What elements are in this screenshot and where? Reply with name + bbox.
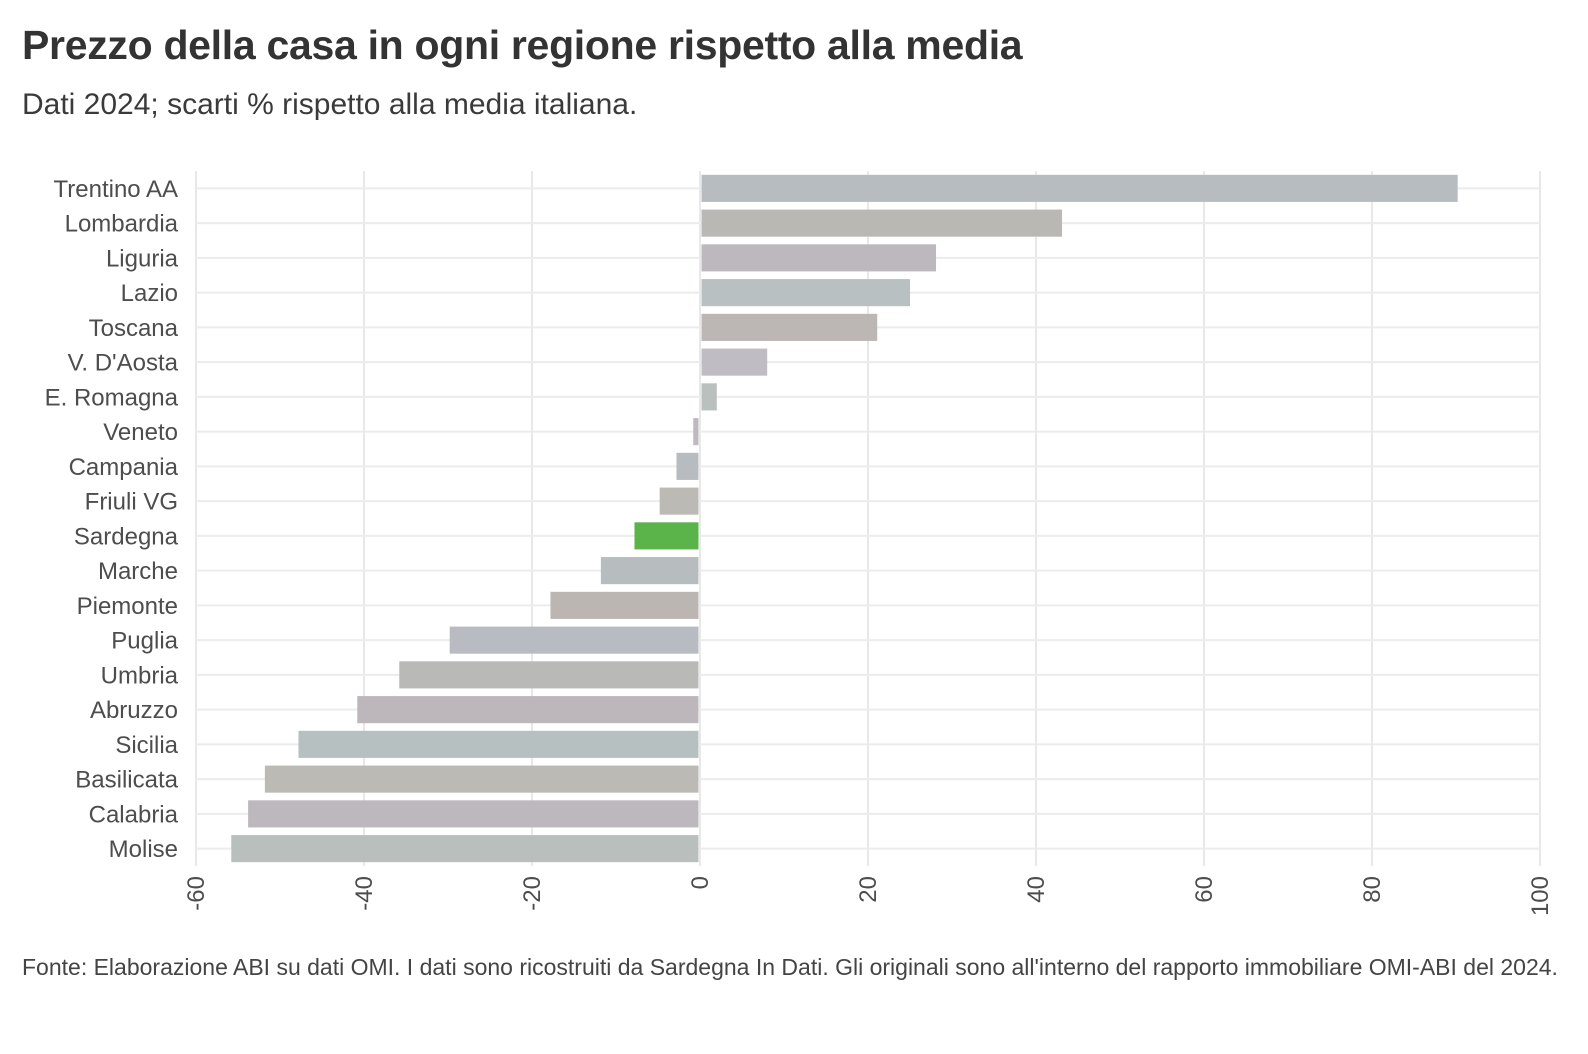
chart-title: Prezzo della casa in ogni regione rispet… [22,22,1023,68]
chart-subtitle: Dati 2024; scarti % rispetto alla media … [22,88,638,121]
category-label: Calabria [89,801,179,828]
category-label: Friuli VG [85,489,178,516]
category-label: Sardegna [74,523,179,550]
source-caption: Fonte: Elaborazione ABI su dati OMI. I d… [22,954,1558,980]
category-label: Molise [109,836,178,863]
x-tick-label: 80 [1359,876,1386,903]
bar-abruzzo [357,696,699,724]
bar-chart: Trentino AA Lombardia Liguria Lazio Toscana V… [45,171,1554,916]
bar-layer [231,174,1458,863]
x-tick-label: -20 [519,876,546,911]
category-label: V. D'Aosta [68,350,179,377]
bar-lazio [701,279,910,307]
bar-calabria [248,800,699,828]
x-tick-label: 0 [687,876,714,889]
category-label: Basilicata [75,767,178,794]
bar-sicilia [298,730,699,758]
category-label: Veneto [103,419,178,446]
bar-molise [231,835,699,863]
x-tick-label: 60 [1191,876,1218,903]
bar-umbria [399,661,699,689]
bar-puglia [449,626,699,654]
category-label: Campania [69,454,179,481]
x-tick-label: -60 [183,876,210,911]
grid-layer [195,171,1541,866]
category-label: Umbria [101,662,179,689]
x-tick-label: 100 [1527,876,1554,916]
bar-e-romagna [701,383,717,411]
category-label: Toscana [89,315,179,342]
x-axis-ticks: -60 -40 -20 0 20 40 60 80 100 [183,876,1554,916]
category-label: Piemonte [77,593,178,620]
x-tick-label: -40 [351,876,378,911]
category-labels: Trentino AA Lombardia Liguria Lazio Toscana V… [45,176,179,863]
category-label: Trentino AA [53,176,178,203]
bar-lombardia [701,209,1063,237]
category-label: Lombardia [65,211,179,238]
bar-piemonte [550,591,699,619]
bar-campania [676,452,699,480]
bar-basilicata [264,765,699,793]
bar-sardegna [634,522,699,550]
bar-friuli-vg [659,487,699,515]
bar-marche [600,557,699,585]
bar-toscana [701,313,878,341]
x-tick-label: 20 [855,876,882,903]
category-label: Puglia [111,628,178,655]
bar-v-d-aosta [701,348,768,376]
category-label: Lazio [121,280,178,307]
bar-liguria [701,244,937,272]
x-tick-label: 40 [1023,876,1050,903]
category-label: Marche [98,558,178,585]
category-label: Abruzzo [90,697,178,724]
category-label: Liguria [106,245,179,272]
bar-veneto [693,418,699,446]
category-label: Sicilia [115,732,178,759]
category-label: E. Romagna [45,384,179,411]
bar-trentino-aa [701,174,1458,202]
